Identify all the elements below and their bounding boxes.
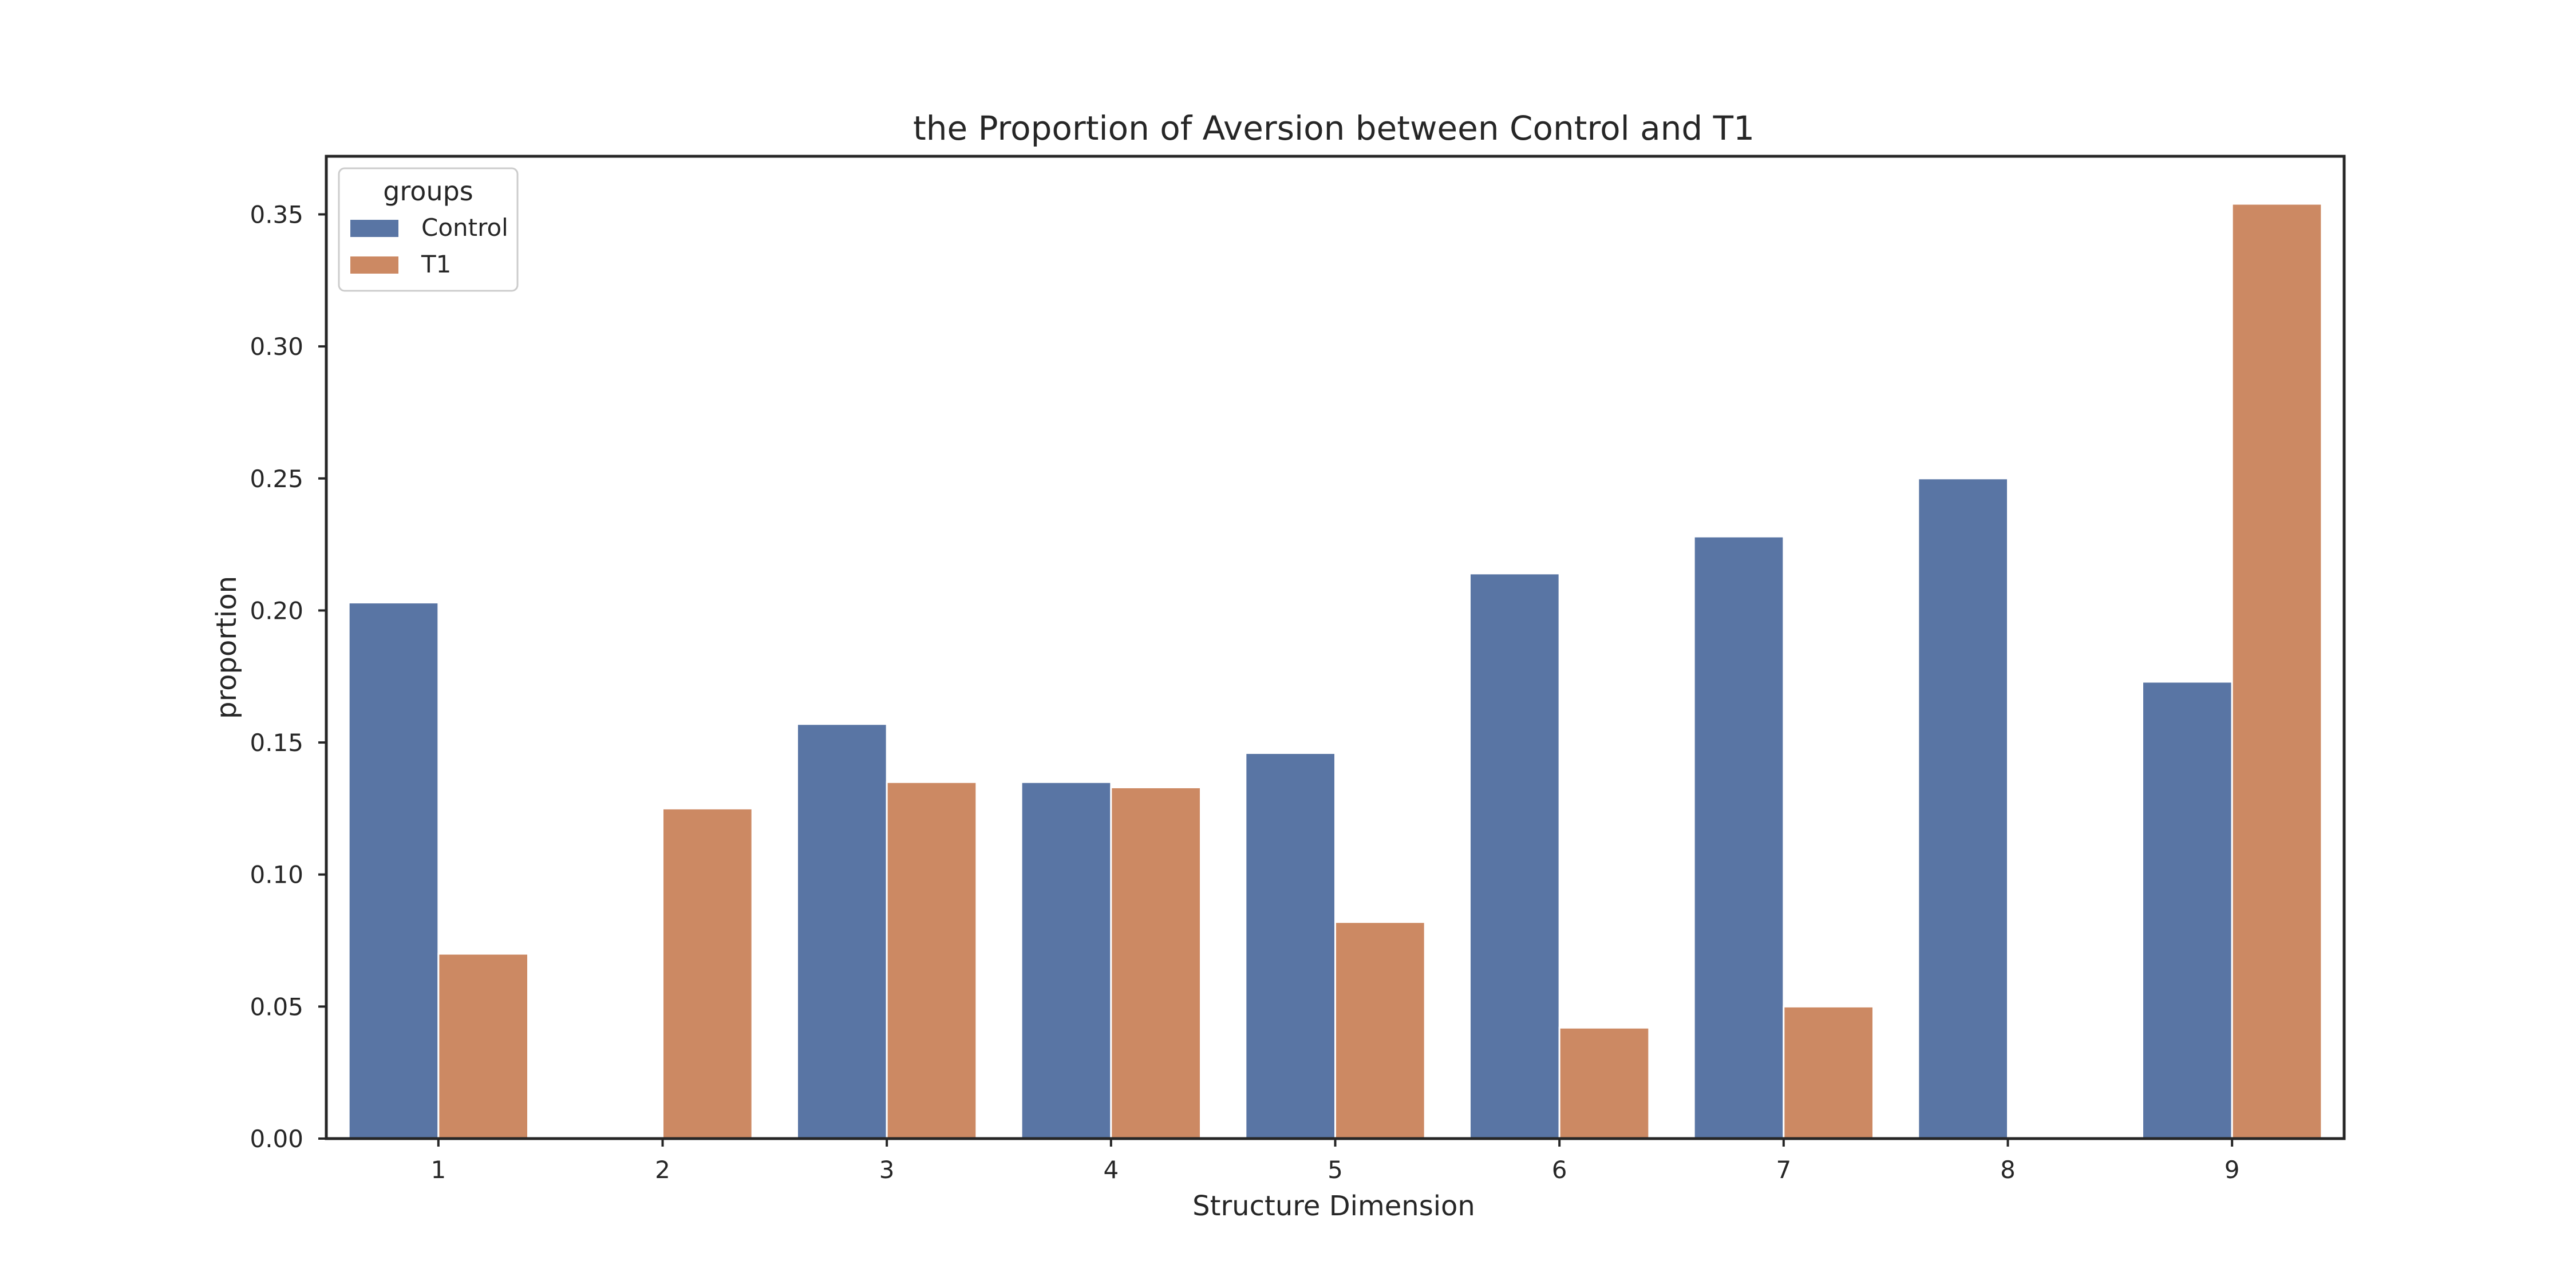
plot-frame xyxy=(325,155,2346,1140)
x-axis-label: Structure Dimension xyxy=(1192,1190,1475,1222)
y-tick-label: 0.05 xyxy=(250,993,303,1021)
bar-control-5 xyxy=(1244,752,1336,1140)
x-tick-label: 3 xyxy=(879,1156,895,1184)
y-tick-label: 0.35 xyxy=(250,200,303,228)
legend-swatch-control xyxy=(350,220,398,237)
x-tick-label: 6 xyxy=(1552,1156,1567,1184)
bar-t1-2 xyxy=(662,807,753,1140)
bar-control-7 xyxy=(1693,535,1785,1140)
x-tick-label: 7 xyxy=(1776,1156,1791,1184)
y-tick-label: 0.25 xyxy=(250,465,303,493)
bar-control-3 xyxy=(796,723,888,1140)
legend-items: Control T1 xyxy=(350,214,508,278)
x-tick-label: 9 xyxy=(2225,1156,2240,1184)
x-tick-label: 8 xyxy=(2000,1156,2016,1184)
bar-control-8 xyxy=(1917,477,2009,1140)
legend-label-control: Control xyxy=(421,214,508,242)
y-tick-label: 0.20 xyxy=(250,596,303,625)
bar-t1-5 xyxy=(1334,921,1426,1140)
bar-t1-6 xyxy=(1558,1026,1650,1140)
y-axis-label: proportion xyxy=(211,576,243,719)
bar-t1-9 xyxy=(2231,203,2323,1140)
legend-label-t1: T1 xyxy=(421,250,451,278)
x-tick-label: 4 xyxy=(1103,1156,1119,1184)
chart-title: the Proportion of Aversion between Contr… xyxy=(913,109,1755,148)
bar-control-1 xyxy=(347,602,440,1140)
y-axis-ticks: 0.00 0.05 0.10 0.15 0.20 0.25 0.30 0.35 xyxy=(250,200,326,1153)
bar-control-6 xyxy=(1469,572,1560,1140)
x-axis-ticks: 1 2 3 4 5 6 7 8 9 xyxy=(430,1139,2240,1184)
legend: groups Control T1 xyxy=(338,167,519,292)
y-tick-label: 0.10 xyxy=(250,861,303,889)
bar-t1-3 xyxy=(886,781,978,1140)
y-tick-label: 0.15 xyxy=(250,729,303,757)
bar-t1-7 xyxy=(1783,1005,1874,1140)
bar-t1-1 xyxy=(437,953,529,1140)
bars xyxy=(347,203,2323,1140)
x-tick-label: 2 xyxy=(655,1156,670,1184)
x-tick-label: 5 xyxy=(1327,1156,1343,1184)
y-tick-label: 0.00 xyxy=(250,1125,303,1153)
legend-title: groups xyxy=(383,176,473,207)
bar-control-9 xyxy=(2142,681,2233,1140)
bar-t1-4 xyxy=(1110,786,1202,1140)
bar-control-4 xyxy=(1020,781,1112,1140)
x-tick-label: 1 xyxy=(430,1156,446,1184)
legend-swatch-t1 xyxy=(350,256,398,274)
y-tick-label: 0.30 xyxy=(250,333,303,361)
